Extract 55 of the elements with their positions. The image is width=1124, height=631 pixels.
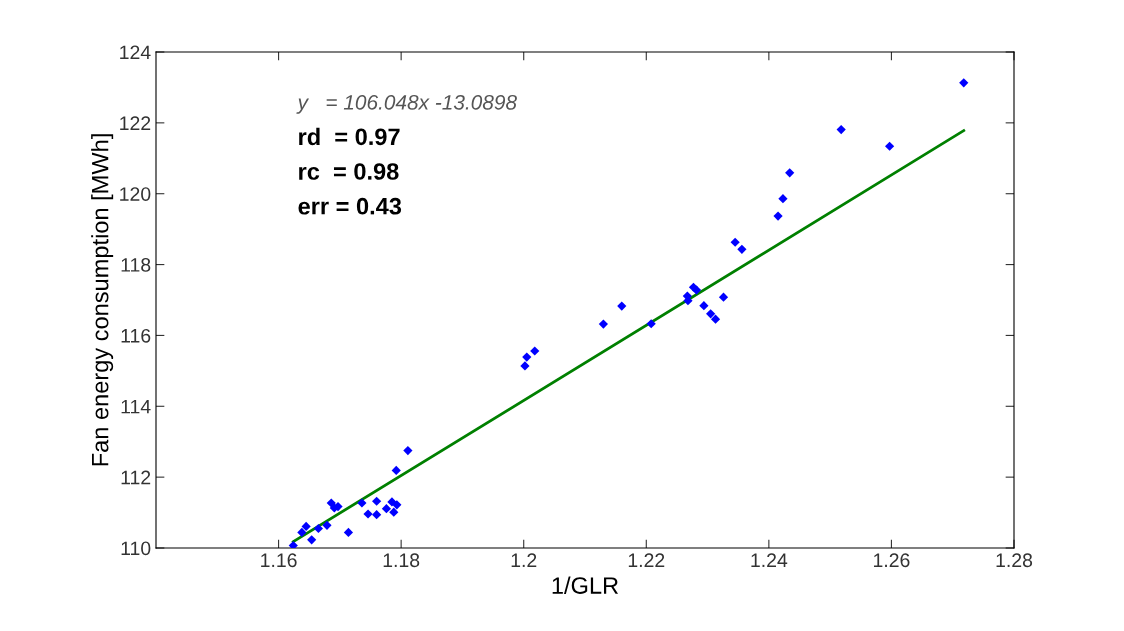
point xyxy=(737,244,747,254)
point xyxy=(522,352,532,362)
point xyxy=(372,496,382,506)
point xyxy=(343,527,354,538)
annotation: err = 0.43 xyxy=(298,197,402,215)
point xyxy=(391,465,401,476)
y-tick-label: 124 xyxy=(120,45,151,60)
x-tick-label: 1.18 xyxy=(383,553,420,568)
point xyxy=(381,504,392,514)
y-tick-label: 120 xyxy=(120,187,151,201)
y-tick-label: 114 xyxy=(121,399,151,414)
point xyxy=(884,141,895,151)
x-tick-label: 1.22 xyxy=(628,553,665,567)
point xyxy=(389,507,399,517)
y-tick-label: 122 xyxy=(120,116,151,130)
x-tick-label: 1.2 xyxy=(511,553,537,567)
x-tick-label: 1.26 xyxy=(873,553,910,568)
y-tick-label: 118 xyxy=(121,258,151,272)
point xyxy=(617,301,627,311)
point xyxy=(363,509,373,519)
x-axis-title: 1/GLR xyxy=(552,576,619,594)
point xyxy=(530,346,540,356)
point xyxy=(836,124,846,135)
point xyxy=(313,523,324,534)
point xyxy=(520,361,530,371)
point xyxy=(773,211,783,221)
point xyxy=(730,237,740,247)
annotation: rd = 0.97 xyxy=(299,127,400,146)
x-tick-label: 1.28 xyxy=(996,553,1033,568)
annotation: rc = 0.98 xyxy=(299,163,399,180)
point xyxy=(372,510,382,520)
point xyxy=(785,168,795,178)
point xyxy=(646,319,656,329)
point xyxy=(301,521,311,531)
point xyxy=(403,445,413,456)
point xyxy=(718,292,729,302)
annotation: y = 106.048x -13.0898 xyxy=(296,94,517,114)
x-tick-label: 1.24 xyxy=(751,553,788,567)
y-axis-title: Fan energy consumption [MWh] xyxy=(91,134,114,466)
x-tick-label: 1.16 xyxy=(261,553,297,568)
point xyxy=(322,520,332,530)
point xyxy=(392,500,402,510)
point xyxy=(288,540,298,548)
y-tick-label: 112 xyxy=(121,470,151,485)
point xyxy=(699,301,709,311)
point xyxy=(307,535,317,545)
point xyxy=(706,309,716,319)
point xyxy=(710,314,721,324)
point xyxy=(357,498,367,508)
point xyxy=(598,319,608,329)
point xyxy=(959,78,969,88)
point xyxy=(297,527,307,538)
point xyxy=(778,194,788,204)
y-tick-label: 110 xyxy=(121,541,151,556)
y-tick-label: 116 xyxy=(121,328,151,343)
